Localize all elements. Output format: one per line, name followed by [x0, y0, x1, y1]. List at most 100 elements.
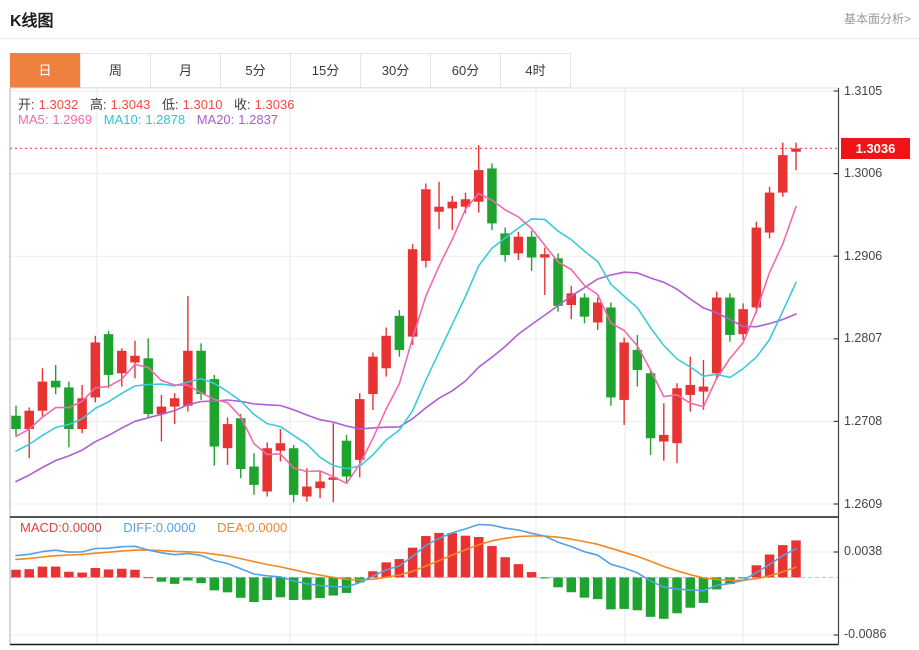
macd-bar-down: [566, 577, 577, 593]
close-value: 1.3036: [254, 97, 295, 112]
macd-bar-up: [764, 554, 775, 578]
macd-bar-up: [117, 568, 127, 578]
candle-up: [540, 254, 550, 258]
macd-readout: MACD:0.0000 DIFF:0.0000 DEA:0.0000: [20, 520, 305, 535]
macd-bar-up: [791, 540, 801, 578]
tab-60min[interactable]: 60分: [430, 54, 500, 87]
tab-daily[interactable]: 日: [10, 53, 80, 88]
candle-down: [725, 297, 735, 335]
candle-up: [738, 309, 748, 335]
candle-down: [553, 258, 563, 306]
candle-up: [711, 297, 722, 374]
ma5-line-group: [15, 192, 797, 485]
ma5-line: [15, 192, 797, 485]
grid: [10, 88, 839, 645]
tab-15min[interactable]: 15分: [290, 54, 360, 87]
candle-up: [117, 350, 127, 374]
candle-up: [183, 350, 193, 406]
macd-bar-down: [222, 577, 233, 593]
macd-bar-down: [579, 577, 590, 598]
candle-down: [606, 307, 616, 398]
price-axis-tick-1: 1.3105: [844, 84, 883, 98]
macd-bar-up: [90, 568, 101, 578]
dea-label: DEA:: [217, 520, 248, 535]
macd-bar-up: [500, 557, 510, 578]
ma-readout: MA5: 1.2969 MA10: 1.2878 MA20: 1.2837: [18, 112, 286, 127]
macd-bar-up: [394, 559, 405, 578]
candle-up: [447, 201, 458, 209]
candle-up: [90, 342, 101, 398]
candle-down: [143, 358, 153, 415]
ohlc-readout: 开: 1.3032 高: 1.3043 低: 1.3010 收: 1.3036: [18, 94, 302, 113]
tab-30min[interactable]: 30分: [360, 54, 430, 87]
tab-4hour[interactable]: 4时: [500, 54, 570, 87]
macd-bar-down: [196, 577, 206, 584]
candle-down: [235, 418, 246, 470]
ma5-label: MA5:: [18, 112, 49, 127]
candle-down: [579, 297, 590, 317]
header-divider: [0, 38, 919, 39]
candle-down: [526, 236, 537, 258]
candle-up: [315, 481, 325, 489]
candle-up: [764, 192, 775, 233]
macd-bar-up: [513, 564, 524, 578]
candle-up: [434, 206, 444, 212]
macd-bar-up: [407, 547, 418, 578]
macd-bar-up: [751, 565, 762, 578]
last-price-badge: 1.3036: [841, 138, 910, 159]
tab-5min[interactable]: 5分: [220, 54, 290, 87]
high-value: 1.3043: [110, 97, 151, 112]
macd-bar-down: [672, 577, 682, 614]
candle-up: [381, 335, 391, 369]
candle-down: [341, 440, 352, 477]
high-label: 高:: [90, 97, 107, 112]
macd-bar-down: [288, 577, 299, 600]
ma5-value: 1.2969: [52, 112, 93, 127]
diff-value: 0.0000: [155, 520, 196, 535]
macd-bar-up: [130, 569, 140, 578]
macd-bar-up: [368, 571, 378, 578]
candle-down: [50, 380, 61, 388]
price-axis-tick-2: 1.3006: [844, 166, 883, 180]
candle-up: [672, 388, 682, 444]
macd-bar-up: [11, 569, 21, 578]
macd-bar-down: [302, 577, 312, 600]
candle-up: [421, 189, 431, 261]
macd-bar-down: [262, 577, 272, 601]
macd-bar-down: [183, 577, 193, 581]
macd-bar-up: [434, 532, 444, 578]
page-title: K线图: [10, 13, 54, 30]
ma20-line-group: [15, 271, 797, 483]
fundamental-analysis-link[interactable]: 基本面分析>: [843, 12, 911, 26]
candle-down: [487, 168, 497, 224]
diff-label: DIFF:: [123, 520, 156, 535]
candle-up: [302, 486, 312, 497]
macd-bar-down: [341, 577, 352, 593]
macd-bar-down: [738, 577, 748, 579]
dea-value: 0.0000: [247, 520, 288, 535]
price-axis-tick-6: 1.2609: [844, 497, 883, 511]
macd-bar-up: [24, 569, 34, 578]
tab-monthly[interactable]: 月: [150, 54, 220, 87]
candle-down: [500, 233, 510, 256]
tab-weekly[interactable]: 周: [80, 54, 150, 87]
candle-down: [645, 373, 656, 439]
candle-up: [751, 227, 762, 308]
macd-bar-down: [606, 577, 616, 610]
candle-up: [460, 199, 471, 207]
candle-down: [209, 379, 220, 447]
candle-up: [130, 355, 140, 363]
timeframe-tabbar: 日 周 月 5分 15分 30分 60分 4时: [10, 53, 571, 88]
candle-up: [659, 434, 669, 442]
macd-bar-up: [77, 572, 87, 578]
candle-down: [11, 415, 21, 430]
macd-bar-down: [592, 577, 603, 600]
macd-bar-down: [209, 577, 220, 591]
open-label: 开:: [18, 97, 35, 112]
candle-up: [169, 398, 180, 407]
candle-up: [592, 302, 603, 323]
price-axis-tick-5: 1.2708: [844, 414, 883, 428]
macd-bar-down: [235, 577, 246, 598]
